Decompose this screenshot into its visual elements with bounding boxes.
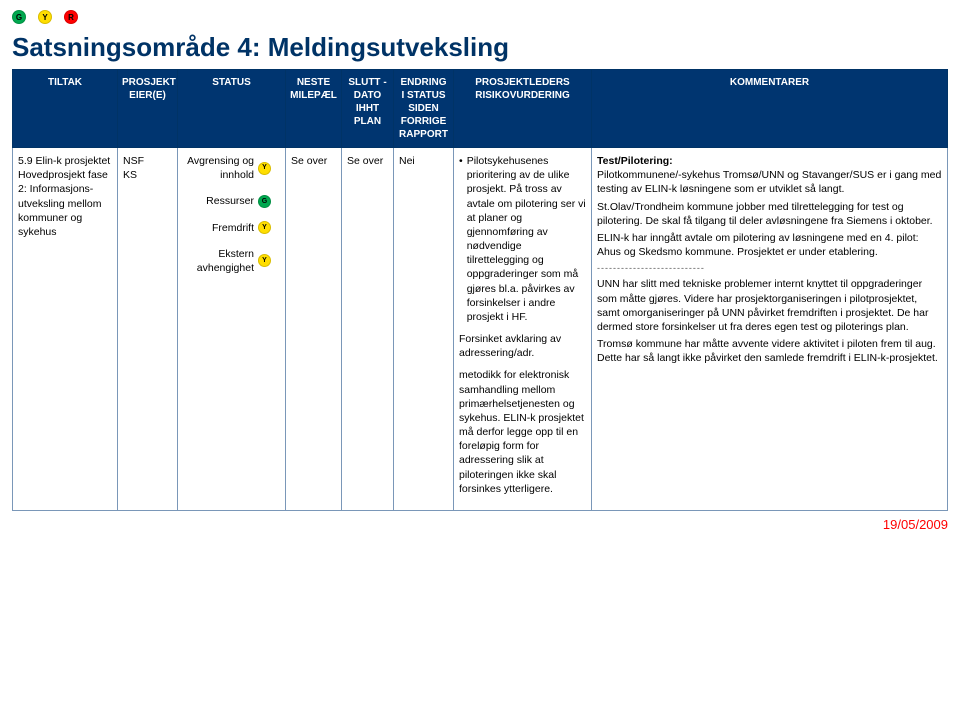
col-header: PROSJEKTLEDERS RISIKOVURDERING xyxy=(454,70,592,148)
footer-date: 19/05/2009 xyxy=(12,517,948,532)
status-label: Avgrensing og innhold xyxy=(183,154,258,182)
legend-dot-g: G xyxy=(12,10,26,24)
cell-komm: Test/Pilotering:Pilotkommunene/-sykehus … xyxy=(592,148,948,511)
comment-paragraph: Tromsø kommune har måtte avvente videre … xyxy=(597,337,942,365)
legend-dots: G Y R xyxy=(12,10,948,24)
status-label: Fremdrift xyxy=(183,221,258,235)
col-header: STATUS xyxy=(178,70,286,148)
comment-paragraph: UNN har slitt med tekniske problemer int… xyxy=(597,277,942,334)
risk-paragraph: metodikk for elektronisk samhandling mel… xyxy=(459,368,586,496)
cell-neste: Se over xyxy=(286,148,342,511)
legend-dot-r: R xyxy=(64,10,78,24)
comment-heading: Test/Pilotering: xyxy=(597,154,942,168)
status-table: TILTAK PROSJEKT EIER(E) STATUS NESTE MIL… xyxy=(12,69,948,511)
col-header: SLUTT - DATO IHHT PLAN xyxy=(342,70,394,148)
comment-paragraph: St.Olav/Trondheim kommune jobber med til… xyxy=(597,200,942,228)
status-dot-icon: Y xyxy=(258,162,271,175)
legend-dot-y: Y xyxy=(38,10,52,24)
col-header: NESTE MILEPÆL xyxy=(286,70,342,148)
risk-paragraph: Pilotsykehusenes prioritering av de ulik… xyxy=(459,154,586,324)
table-header-row: TILTAK PROSJEKT EIER(E) STATUS NESTE MIL… xyxy=(13,70,948,148)
cell-tiltak: 5.9 Elin-k prosjektet Hovedprosjekt fase… xyxy=(13,148,118,511)
comment-paragraph: --------------------------- xyxy=(597,262,942,274)
table-row: 5.9 Elin-k prosjektet Hovedprosjekt fase… xyxy=(13,148,948,511)
col-header: PROSJEKT EIER(E) xyxy=(118,70,178,148)
col-header: TILTAK xyxy=(13,70,118,148)
cell-eier: NSFKS xyxy=(118,148,178,511)
comment-paragraph: Pilotkommunene/-sykehus Tromsø/UNN og St… xyxy=(597,168,942,196)
cell-status: Avgrensing og innholdYRessurserGFremdrif… xyxy=(178,148,286,511)
page-title: Satsningsområde 4: Meldingsutveksling xyxy=(12,32,948,63)
cell-risiko: Pilotsykehusenes prioritering av de ulik… xyxy=(454,148,592,511)
status-dot-icon: Y xyxy=(258,221,271,234)
status-dot-icon: G xyxy=(258,195,271,208)
risk-paragraph: Forsinket avklaring av adressering/adr. xyxy=(459,332,586,360)
col-header: KOMMENTARER xyxy=(592,70,948,148)
status-label: Ekstern avhengighet xyxy=(183,247,258,275)
cell-endring: Nei xyxy=(394,148,454,511)
comment-paragraph: ELIN-k har inngått avtale om pilotering … xyxy=(597,231,942,259)
status-label: Ressurser xyxy=(183,194,258,208)
cell-slutt: Se over xyxy=(342,148,394,511)
status-dot-icon: Y xyxy=(258,254,271,267)
col-header: ENDRING I STATUS SIDEN FORRIGE RAPPORT xyxy=(394,70,454,148)
